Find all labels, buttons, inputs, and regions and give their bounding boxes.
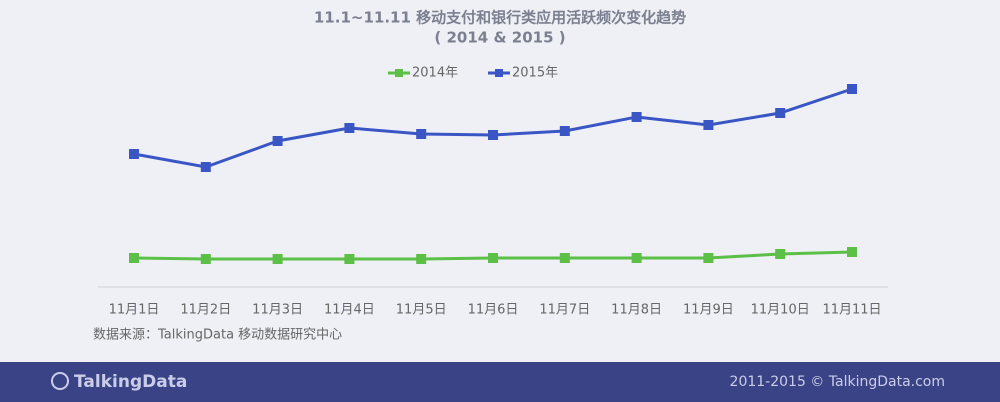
chart-title: 11.1~11.11 移动支付和银行类应用活跃频次变化趋势 — [314, 9, 686, 27]
legend-marker — [495, 69, 503, 77]
x-tick-label: 11月5日 — [396, 303, 447, 318]
footer-band — [0, 362, 1000, 402]
point — [129, 253, 139, 263]
background — [0, 0, 1000, 362]
legend-marker — [395, 69, 403, 77]
x-tick-label: 11月2日 — [180, 303, 231, 318]
point — [129, 149, 139, 159]
x-tick-label: 11月3日 — [252, 303, 303, 318]
point — [775, 249, 786, 259]
point — [559, 253, 570, 263]
point — [200, 254, 211, 264]
x-tick-label: 11月1日 — [109, 303, 160, 318]
point — [272, 254, 283, 264]
legend-label: 2015年 — [512, 66, 558, 81]
legend-label: 2014年 — [412, 66, 458, 81]
point — [488, 253, 498, 263]
x-tick-label: 11月8日 — [611, 303, 662, 318]
point — [631, 253, 642, 263]
x-tick-label: 11月6日 — [468, 303, 519, 318]
point — [703, 120, 714, 130]
source: 数据来源：TalkingData 移动数据研究中心 — [93, 328, 342, 343]
point — [631, 112, 642, 122]
footer-copyright: 2011-2015 © TalkingData.com — [730, 374, 945, 390]
logo-icon — [51, 372, 69, 390]
x-tick-label: 11月7日 — [539, 303, 590, 318]
chart-subtitle: ( 2014 & 2015 ) — [434, 29, 565, 47]
x-tick-label: 11月4日 — [324, 303, 375, 318]
point — [416, 129, 427, 139]
point — [344, 123, 355, 133]
footer-logo: TalkingData — [74, 372, 187, 392]
point — [416, 254, 427, 264]
point — [344, 254, 355, 264]
point — [272, 136, 283, 146]
x-tick-label: 11月11日 — [822, 303, 881, 318]
point — [200, 162, 211, 172]
point — [847, 247, 857, 257]
point — [775, 108, 786, 118]
point — [488, 130, 498, 140]
point — [703, 253, 714, 263]
point — [847, 84, 857, 94]
x-tick-label: 11月10日 — [751, 303, 810, 318]
point — [559, 126, 570, 136]
x-tick-label: 11月9日 — [683, 303, 734, 318]
